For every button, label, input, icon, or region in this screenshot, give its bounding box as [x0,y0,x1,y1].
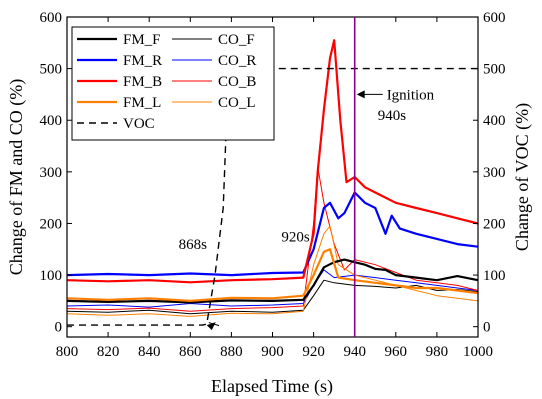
x-tick-label: 820 [97,344,120,360]
legend-label-fm-f: FM_F [123,32,161,48]
series-line-co-l [66,225,479,317]
x-tick-label: 960 [385,344,408,360]
y-axis-label-left: Change of FM and CO (%) [6,79,27,275]
x-tick-label: 980 [426,344,449,360]
x-tick-label: 880 [220,344,243,360]
y-tick-label-left: 500 [40,62,63,78]
x-tick-label: 860 [179,344,202,360]
legend-label-fm-l: FM_L [123,95,161,111]
y-tick-label-right: 100 [483,268,506,284]
x-tick-label: 1000 [463,344,493,360]
label-920s: 920s [281,229,310,245]
x-tick-label: 800 [56,344,79,360]
series-line-voc [67,67,478,326]
y-tick-label-left: 300 [40,165,63,181]
y-axis-title-left: Change of FM and CO (%) [6,79,27,275]
x-axis-title: Elapsed Time (s) [211,376,333,397]
y-tick-label-left: 100 [40,268,63,284]
y-tick-label-right: 500 [483,62,506,78]
y-axis-label-right: Change of VOC (%) [512,103,533,251]
ignition-label: Ignition [387,87,435,103]
y-tick-label-left: 200 [40,216,63,232]
label-868s: 868s [179,237,208,253]
legend-label-fm-b: FM_B [123,74,162,90]
legend-label-co-r: CO_R [218,53,256,69]
y-tick-label-left: 0 [55,320,63,336]
x-tick-label: 900 [261,344,284,360]
series-line-fm-l [66,248,479,302]
series-line-fm-f [66,258,479,304]
plot-lines [66,39,479,326]
axes: 800 820 840 860 880 900 920 940 960 980 1000 0 0 100 1… [40,10,506,360]
y-tick-label-left: 600 [40,10,63,26]
y-tick-label-left: 400 [40,113,63,129]
legend-label-co-f: CO_F [218,32,255,48]
y-tick-label-right: 400 [483,113,506,129]
y-tick-label-right: 0 [483,320,491,336]
x-axis-label: Elapsed Time (s) [211,376,333,397]
ignition-arrow-head [356,90,365,99]
y-tick-label-right: 300 [483,165,506,181]
annotations: Ignition 940s 868s 920s [179,17,435,337]
x-tick-label: 940 [343,344,366,360]
y-tick-label-right: 600 [483,10,506,26]
legend-label-voc: VOC [123,116,155,132]
y-axis-title-right: Change of VOC (%) [512,103,533,251]
series-line-co-r [66,269,479,308]
label-868s-arrow-head [206,322,216,331]
legend-box [71,26,275,141]
legend-label-co-l: CO_L [218,95,256,111]
legend-label-co-b: CO_B [218,74,256,90]
series-line-co-b [66,166,479,312]
series-line-fm-b [66,39,479,284]
series-line-fm-r [66,191,479,277]
x-tick-label: 920 [302,344,325,360]
x-tick-label: 840 [138,344,161,360]
y-tick-label-right: 200 [483,216,506,232]
legend-label-fm-r: FM_R [123,53,162,69]
ignition-time-label: 940s [378,108,407,124]
legend: FM_F CO_F FM_R CO_R FM_B CO_B FM_L CO_L VOC [71,26,275,141]
